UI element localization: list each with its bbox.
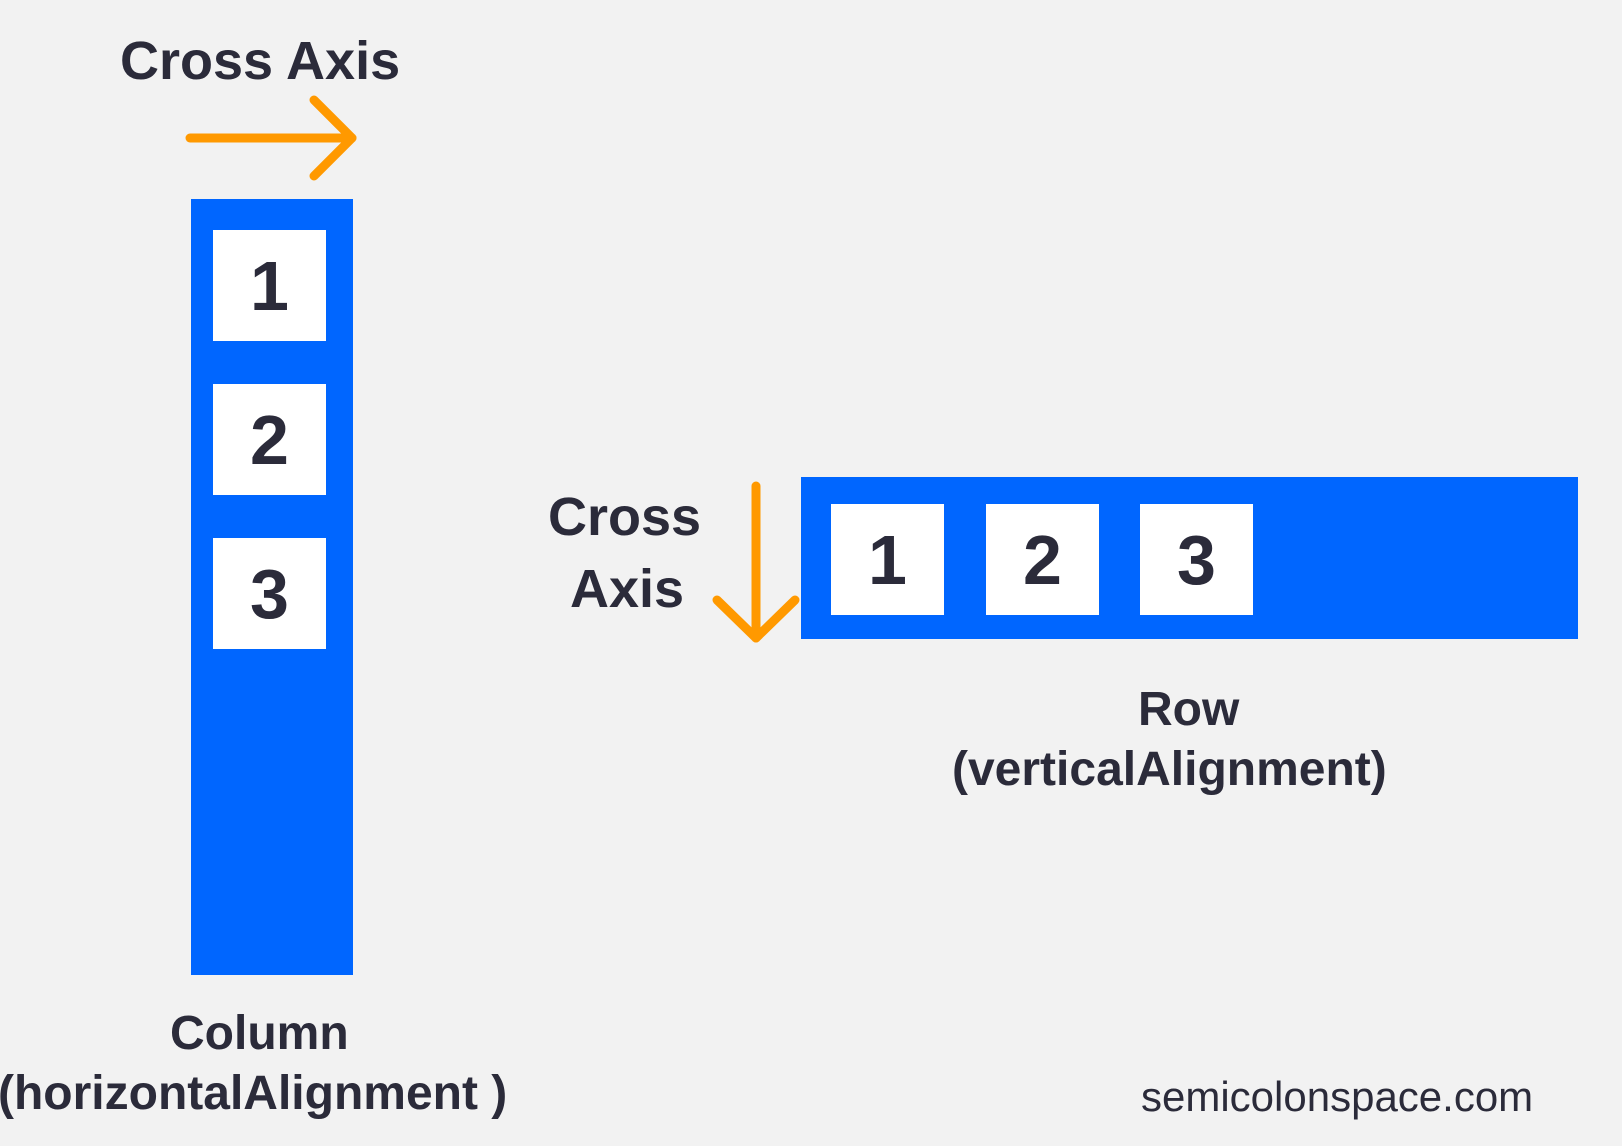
column-caption-subtitle: (horizontalAlignment ) (0, 1067, 508, 1120)
column-cross-axis-arrow-icon (185, 95, 357, 181)
row-container: 1 2 3 (801, 477, 1578, 639)
row-item-3: 3 (1140, 504, 1253, 615)
column-container: 1 2 3 (191, 199, 353, 975)
column-caption-title: Column (170, 1007, 349, 1060)
column-item-2: 2 (213, 384, 326, 495)
site-watermark: semicolonspace.com (1141, 1073, 1534, 1120)
row-item-1: 1 (831, 504, 944, 615)
row-caption-subtitle: (verticalAlignment) (952, 743, 1387, 796)
column-item-3: 3 (213, 538, 326, 649)
row-cross-axis-arrow-icon (712, 481, 800, 643)
column-cross-axis-label: Cross Axis (120, 31, 401, 91)
row-item-2: 2 (986, 504, 1099, 615)
row-caption-title: Row (1138, 683, 1240, 736)
row-cross-axis-label-line2: Axis (570, 559, 685, 619)
row-cross-axis-label-line1: Cross (548, 487, 702, 547)
column-item-1: 1 (213, 230, 326, 341)
